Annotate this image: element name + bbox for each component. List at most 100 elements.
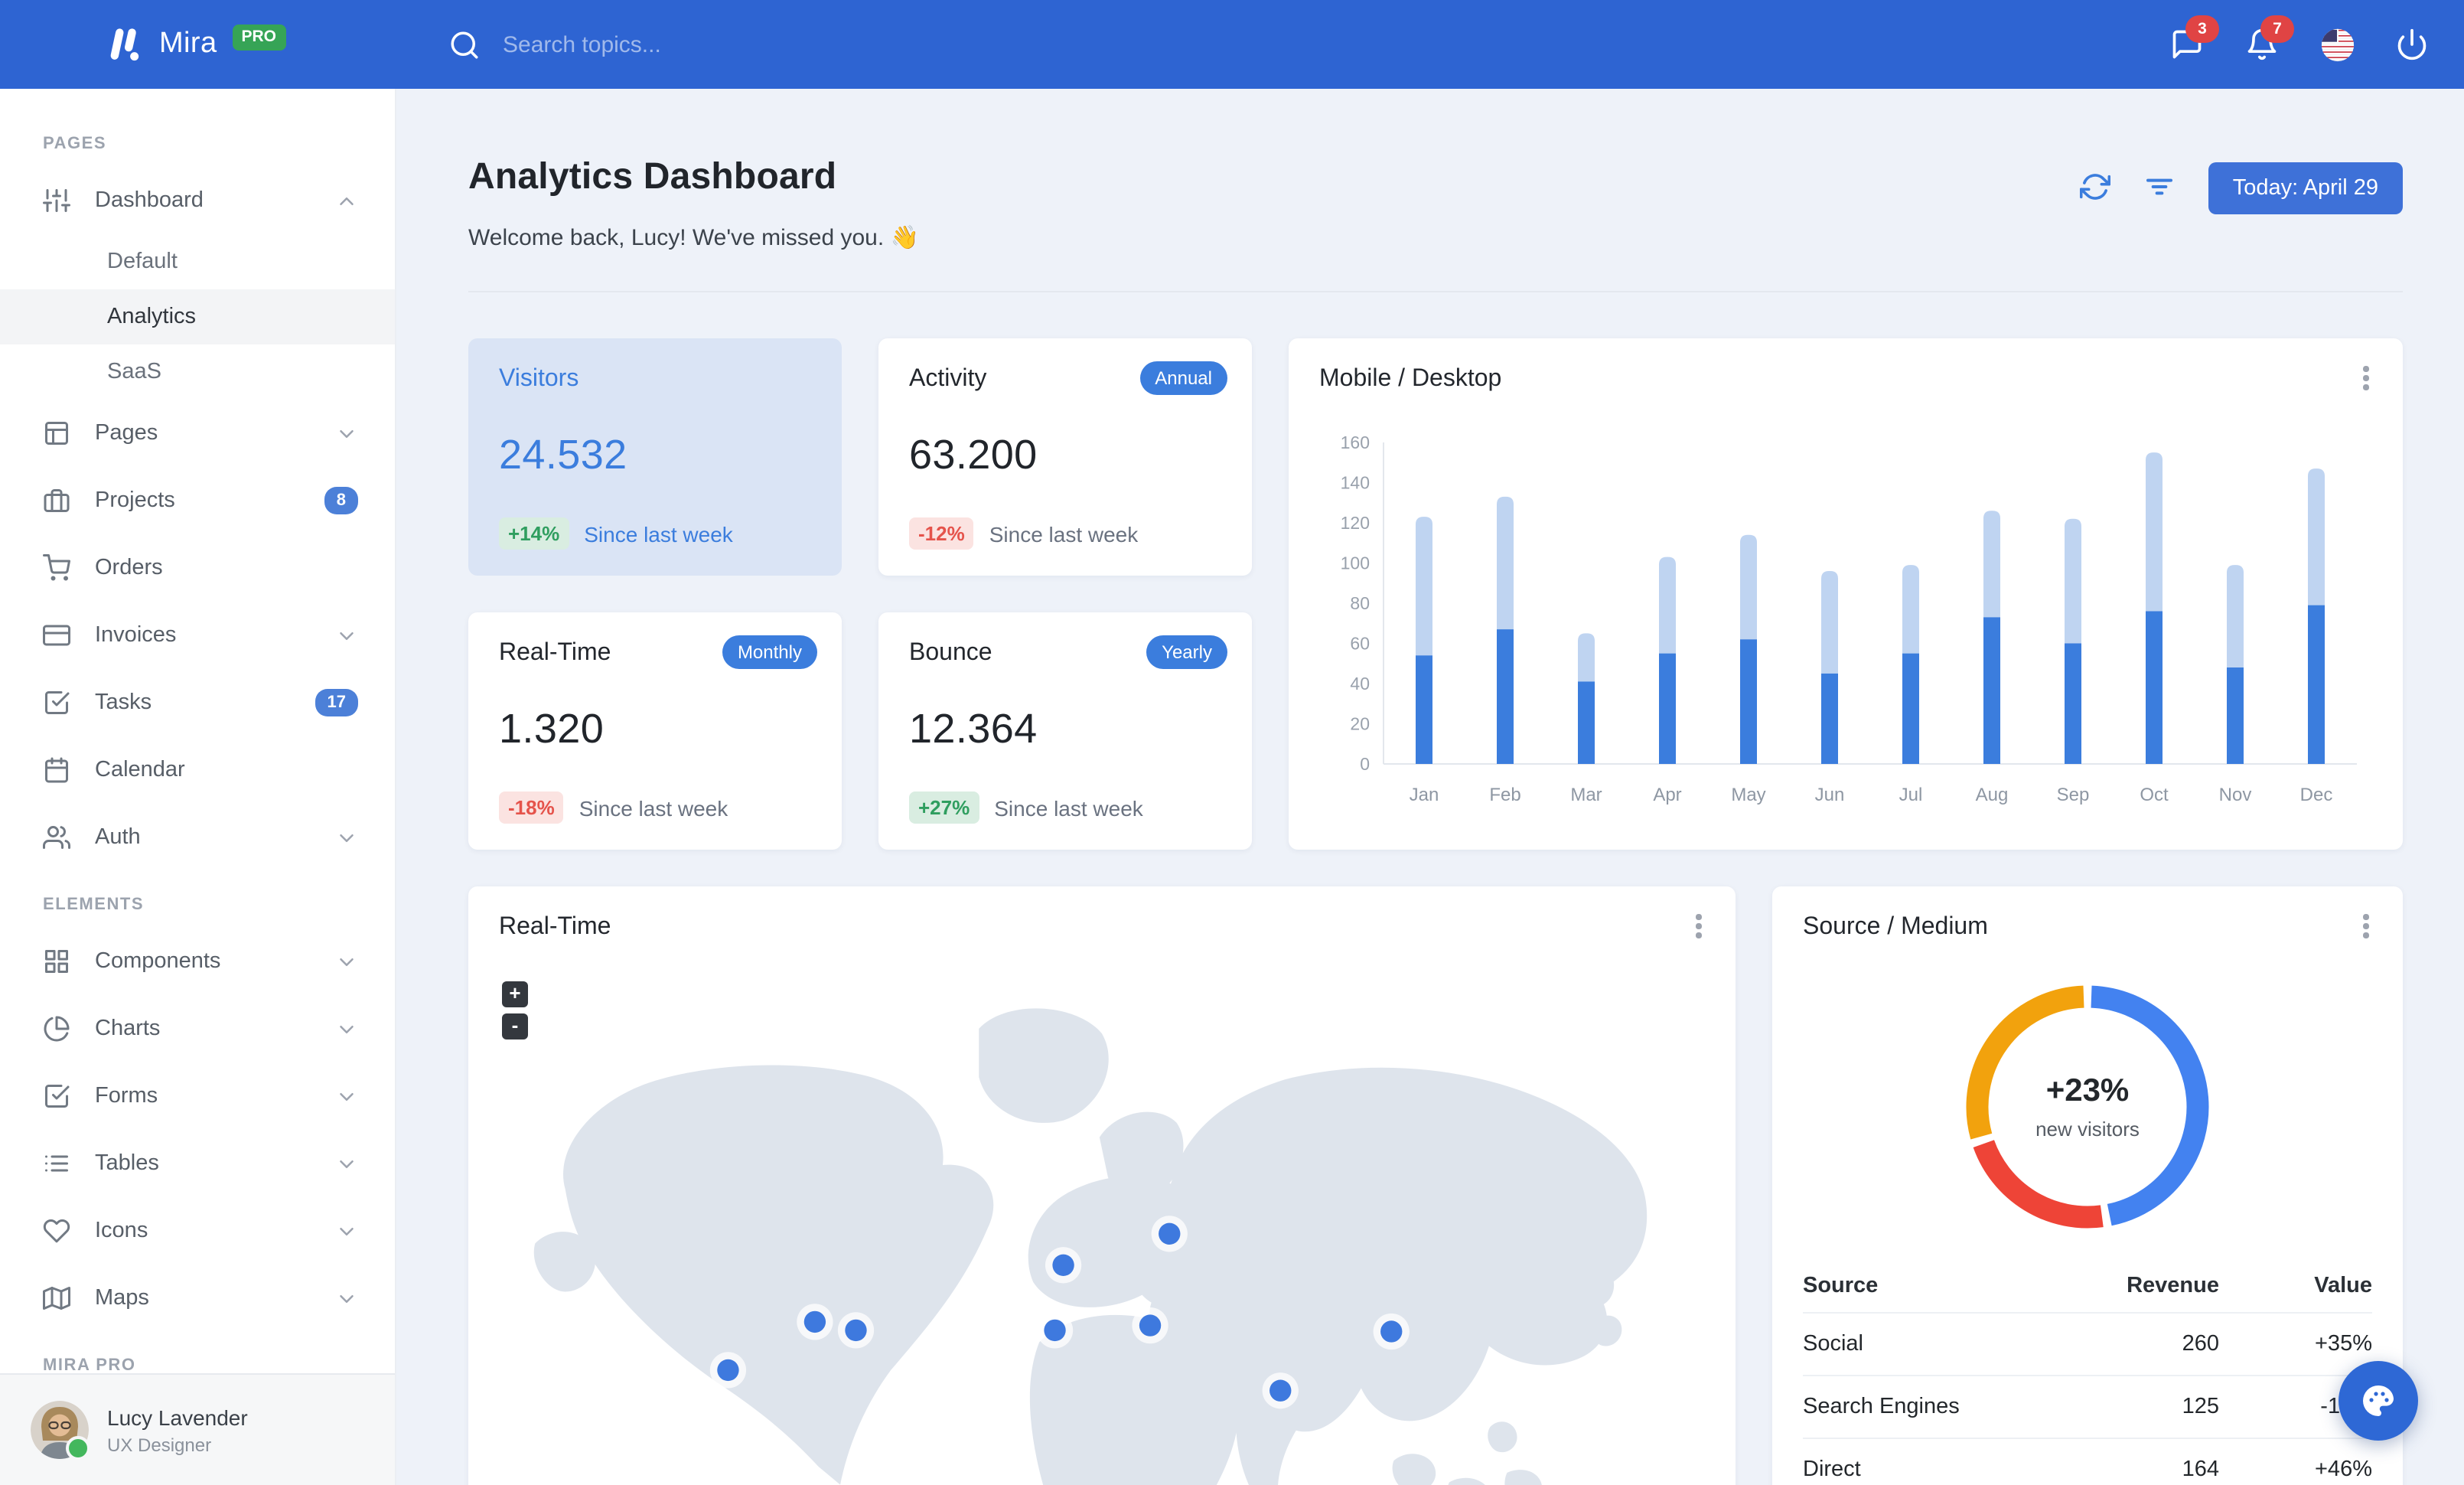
date-range-button[interactable]: Today: April 29 <box>2208 162 2403 214</box>
sidebar-subitem-saas[interactable]: SaaS <box>107 360 161 384</box>
sidebar-item-projects[interactable]: Projects 8 <box>0 467 395 534</box>
header-divider <box>468 291 2403 292</box>
sidebar-item-forms[interactable]: Forms <box>0 1062 395 1130</box>
chevron-down-icon <box>335 1152 358 1175</box>
sidebar-item-charts[interactable]: Charts <box>0 995 395 1062</box>
sidebar-item-orders[interactable]: Orders <box>0 534 395 602</box>
messages-button[interactable]: 3 <box>2170 15 2219 61</box>
sidebar-subitem-analytics[interactable]: Analytics <box>0 289 395 344</box>
map-marker[interactable] <box>837 1312 875 1349</box>
map-marker[interactable] <box>1151 1216 1188 1252</box>
svg-text:Jan: Jan <box>1410 785 1439 805</box>
chev-down <box>340 1025 354 1033</box>
svg-text:60: 60 <box>1350 634 1370 654</box>
user-role: UX Designer <box>107 1434 212 1455</box>
chevron-down-icon <box>335 422 358 445</box>
sidebar-item-tasks[interactable]: Tasks 17 <box>0 669 395 736</box>
logout-button[interactable] <box>2395 28 2429 61</box>
delta-badge: -12% <box>909 517 974 550</box>
power-icon <box>2397 28 2427 60</box>
svg-text:Nov: Nov <box>2219 785 2252 805</box>
source-table-header: Source <box>1803 1274 1879 1298</box>
realtime-map-card: Real-Time + - <box>468 886 1736 1485</box>
filter-button[interactable] <box>2144 171 2178 205</box>
map-marker[interactable] <box>797 1304 833 1340</box>
sidebar-item-label: Tasks <box>95 690 152 715</box>
language-flag-button[interactable] <box>2320 28 2355 62</box>
list-icon <box>45 1155 68 1172</box>
sidebar-item-label: Orders <box>95 556 163 580</box>
refresh-icon <box>2079 174 2110 200</box>
sidebar-item-label: Maps <box>95 1286 149 1310</box>
world-map[interactable] <box>499 954 1705 1485</box>
chev-down <box>340 1227 354 1235</box>
svg-text:100: 100 <box>1341 553 1370 573</box>
period-pill[interactable]: Annual <box>1139 361 1227 395</box>
svg-text:Aug: Aug <box>1976 785 2009 805</box>
sidebar-user[interactable]: Lucy Lavender UX Designer <box>0 1373 395 1485</box>
stat-caption: Since last week <box>994 795 1143 820</box>
sidebar-item-auth[interactable]: Auth <box>0 804 395 871</box>
search-input[interactable] <box>500 30 859 59</box>
sidebar-item-pages[interactable]: Pages <box>0 400 395 467</box>
stat-caption: Since last week <box>579 795 728 820</box>
period-pill[interactable]: Monthly <box>722 635 817 669</box>
source-cell: Social <box>1803 1312 2035 1376</box>
stat-card-activity: Activity Annual 63.200 -12% Since last w… <box>878 338 1252 576</box>
messages-badge: 3 <box>2185 15 2219 43</box>
map-marker[interactable] <box>1373 1313 1410 1350</box>
sidebar-item-label: Tables <box>95 1151 159 1176</box>
delta-badge: +14% <box>499 517 569 550</box>
period-pill[interactable]: Yearly <box>1146 635 1227 669</box>
svg-text:140: 140 <box>1341 473 1370 493</box>
source-menu-button[interactable] <box>2355 911 2377 942</box>
search-icon[interactable] <box>448 28 480 60</box>
welcome-message: Welcome back, Lucy! We've missed you. 👋 <box>468 225 919 251</box>
filter-icon <box>2146 178 2172 195</box>
chevron-down-icon <box>335 950 358 973</box>
stat-title: Activity <box>909 366 987 392</box>
map-marker[interactable] <box>1045 1247 1082 1284</box>
source-medium-title: Source / Medium <box>1803 914 1988 940</box>
sidebar-item-tables[interactable]: Tables <box>0 1130 395 1197</box>
theme-settings-fab[interactable] <box>2339 1361 2418 1441</box>
sidebar-item-maps[interactable]: Maps <box>0 1265 395 1332</box>
map-marker[interactable] <box>1132 1307 1168 1344</box>
map-title: Real-Time <box>499 914 611 940</box>
map-marker[interactable] <box>1036 1312 1074 1349</box>
chart-menu-button[interactable] <box>2355 363 2377 393</box>
chart-title: Mobile / Desktop <box>1319 366 1502 392</box>
layout-icon <box>45 422 68 445</box>
refresh-button[interactable] <box>2079 171 2114 205</box>
donut-center-value: +23% <box>2045 1073 2130 1108</box>
sidebar-item-calendar[interactable]: Calendar <box>0 736 395 804</box>
sidebar-item-icons[interactable]: Icons <box>0 1197 395 1265</box>
chev-down <box>340 1294 354 1302</box>
user-name: Lucy Lavender <box>107 1405 248 1429</box>
sliders-icon <box>43 189 70 212</box>
svg-text:May: May <box>1731 785 1765 805</box>
sidebar-subitem-default[interactable]: Default <box>107 250 178 274</box>
navbar-search <box>448 28 859 60</box>
stat-card-bounce: Bounce Yearly 12.364 +27% Since last wee… <box>878 612 1252 850</box>
sidebar-item-invoices[interactable]: Invoices <box>0 602 395 669</box>
sidebar-item-label: Charts <box>95 1017 161 1041</box>
map-zoom-in-button[interactable]: + <box>502 981 528 1007</box>
map-marker[interactable] <box>1262 1372 1299 1409</box>
map-zoom-out-button[interactable]: - <box>502 1013 528 1040</box>
sidebar-item-components[interactable]: Components <box>0 928 395 995</box>
stat-value: 24.532 <box>499 432 627 478</box>
brand-name: Mira <box>159 28 217 60</box>
map-menu-button[interactable] <box>1688 911 1709 942</box>
shopping-cart-icon <box>43 554 70 581</box>
source-table-header: Value <box>2314 1274 2372 1298</box>
value-cell: +35% <box>2219 1312 2372 1376</box>
pie-chart-icon <box>44 1016 70 1042</box>
brand[interactable]: Mira PRO <box>104 24 286 64</box>
navbar-actions: 3 7 <box>2170 15 2429 62</box>
sidebar-item-dashboard[interactable]: Dashboard <box>0 167 395 234</box>
sidebar-item-label: Calendar <box>95 758 185 782</box>
map-marker[interactable] <box>709 1352 747 1389</box>
notifications-button[interactable]: 7 <box>2245 15 2294 61</box>
